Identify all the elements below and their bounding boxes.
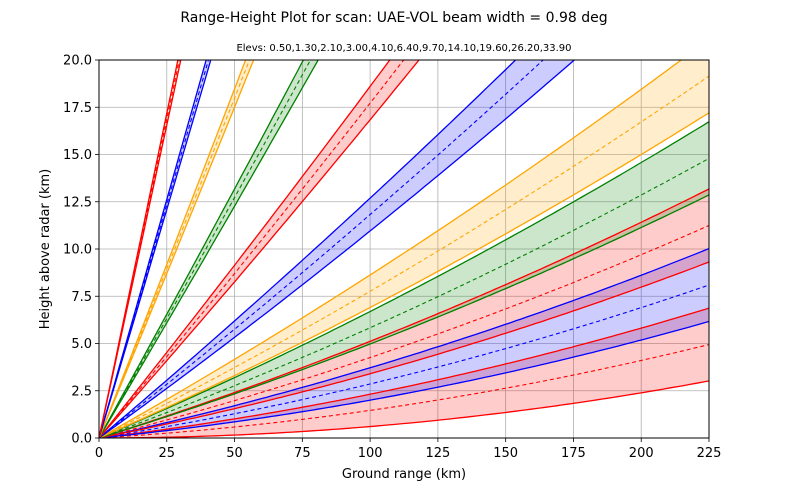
beam-center-0 xyxy=(99,343,709,438)
beam-center-1 xyxy=(99,284,709,438)
beam-lower-edge-2 xyxy=(99,261,709,438)
beam-lower-edge-1 xyxy=(99,320,709,438)
beam-center-3 xyxy=(99,157,709,438)
beam-upper-edge-2 xyxy=(99,188,709,438)
beam-lower-edge-0 xyxy=(99,380,709,438)
x-tick-label: 225 xyxy=(697,446,722,461)
beam-upper-edge-8 xyxy=(99,60,247,438)
beam-lower-edge-8 xyxy=(99,60,255,438)
x-tick-label: 25 xyxy=(159,446,176,461)
y-tick-label: 15.0 xyxy=(63,148,92,163)
chart-subtitle: Elevs: 0.50,1.30,2.10,3.00,4.10,6.40,9.7… xyxy=(236,43,571,54)
y-tick-label: 17.5 xyxy=(63,101,92,116)
x-tick-label: 100 xyxy=(358,446,383,461)
y-tick-label: 2.5 xyxy=(71,384,92,399)
axis-ticks: 0 25 50 75 100 125 150 175 200 225 0.0 2.5 5.0 7.5 10.… xyxy=(63,54,721,462)
x-axis-label: Ground range (km) xyxy=(342,467,466,482)
beam-lower-edge-6 xyxy=(99,60,420,438)
beam-band-6 xyxy=(99,60,419,438)
beam-upper-edge-1 xyxy=(99,247,709,438)
x-tick-label: 150 xyxy=(493,446,518,461)
beam-band-5 xyxy=(99,60,575,438)
beam-center-9 xyxy=(99,60,209,438)
y-tick-label: 0.0 xyxy=(71,432,92,447)
chart-title: Range-Height Plot for scan: UAE-VOL beam… xyxy=(180,10,607,26)
y-tick-label: 20.0 xyxy=(63,54,92,69)
x-tick-label: 125 xyxy=(425,446,450,461)
y-axis-label: Height above radar (km) xyxy=(38,169,53,329)
y-tick-label: 12.5 xyxy=(63,195,92,210)
x-tick-label: 0 xyxy=(95,446,103,461)
x-tick-label: 200 xyxy=(629,446,654,461)
x-tick-label: 175 xyxy=(561,446,586,461)
beam-bands xyxy=(99,60,709,438)
beam-lower-edge-3 xyxy=(99,194,709,438)
beam-lower-edge-7 xyxy=(99,60,319,438)
beam-band-7 xyxy=(99,60,319,438)
beam-upper-edge-0 xyxy=(99,307,709,438)
beam-lines xyxy=(99,60,709,438)
beam-upper-edge-5 xyxy=(99,60,517,438)
beam-upper-edge-7 xyxy=(99,60,305,438)
beam-upper-edge-4 xyxy=(99,60,683,438)
beam-upper-edge-9 xyxy=(99,60,207,438)
beam-upper-edge-6 xyxy=(99,60,391,438)
x-tick-label: 50 xyxy=(226,446,243,461)
beam-lower-edge-9 xyxy=(99,60,212,438)
y-tick-label: 7.5 xyxy=(71,290,92,305)
beam-lower-edge-4 xyxy=(99,112,709,438)
beam-center-4 xyxy=(99,75,709,438)
beam-center-8 xyxy=(99,60,251,438)
y-tick-label: 10.0 xyxy=(63,243,92,258)
beam-band-4 xyxy=(99,60,709,438)
beam-lower-edge-5 xyxy=(99,60,576,438)
beam-center-7 xyxy=(99,60,312,438)
x-tick-label: 75 xyxy=(294,446,311,461)
beam-center-2 xyxy=(99,224,709,438)
y-tick-label: 5.0 xyxy=(71,337,92,352)
beam-upper-edge-3 xyxy=(99,121,709,438)
